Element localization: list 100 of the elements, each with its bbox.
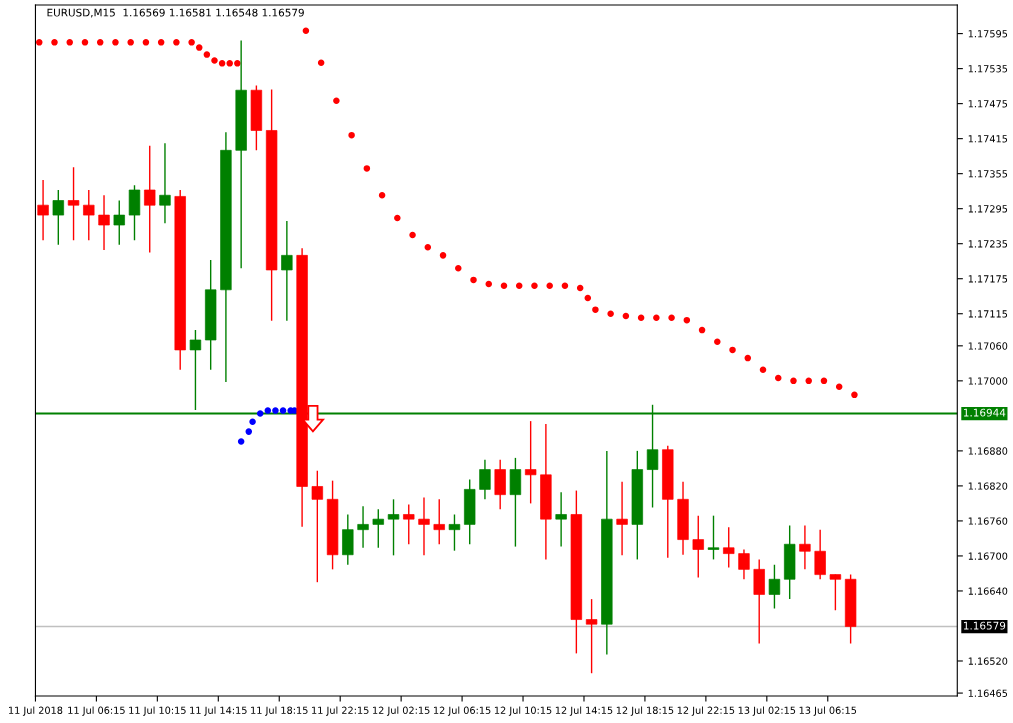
x-tick-label: 13 Jul 02:15 — [738, 706, 796, 716]
candlestick — [616, 481, 628, 557]
y-tick-label: 1.17175 — [968, 275, 1008, 283]
ref-line-label: 1.16579 — [963, 621, 1006, 630]
point — [96, 39, 104, 46]
y-tick-label: 1.17115 — [968, 310, 1008, 318]
point — [774, 374, 782, 382]
candlestick — [52, 189, 64, 246]
point — [805, 377, 812, 385]
point — [683, 316, 691, 324]
candlestick — [738, 548, 750, 580]
y-tick-label: 1.16465 — [968, 689, 1008, 697]
candlestick — [707, 514, 720, 561]
x-tick-label: 12 Jul 10:15 — [494, 706, 552, 716]
point — [409, 231, 416, 239]
point — [561, 282, 569, 289]
point — [515, 282, 523, 289]
point — [218, 60, 226, 67]
point — [302, 27, 310, 34]
candlestick — [555, 491, 567, 548]
candlestick — [98, 194, 110, 251]
x-tick-label: 11 Jul 2018 — [9, 706, 63, 716]
candlestick — [159, 142, 171, 224]
point — [546, 282, 553, 289]
candlestick — [281, 220, 293, 322]
y-tick-label: 1.16760 — [968, 517, 1008, 525]
point — [249, 418, 256, 425]
candlestick — [433, 498, 445, 545]
candlestick — [524, 420, 537, 505]
point — [485, 280, 493, 288]
candlestick — [189, 329, 202, 411]
point — [195, 44, 203, 51]
point — [470, 276, 477, 284]
candlestick — [418, 496, 430, 557]
point — [363, 165, 371, 172]
point — [653, 314, 660, 322]
point — [237, 438, 245, 445]
y-tick-label: 1.17295 — [968, 205, 1008, 213]
point — [234, 60, 241, 67]
point — [333, 97, 340, 104]
point — [531, 282, 538, 289]
point — [729, 346, 736, 354]
point — [744, 354, 752, 362]
point — [112, 39, 119, 46]
chart-title: EURUSD,M15 1.16569 1.16581 1.16548 1.16579 — [47, 8, 304, 18]
y-tick-label: 1.17235 — [968, 240, 1008, 248]
x-tick-label: 12 Jul 18:15 — [616, 706, 674, 716]
x-tick-label: 13 Jul 06:15 — [799, 706, 857, 716]
point — [211, 57, 218, 64]
point — [607, 310, 614, 317]
y-tick-label: 1.17355 — [968, 170, 1008, 178]
candlestick — [311, 470, 324, 583]
candlestick — [67, 166, 80, 241]
y-tick-label: 1.16520 — [968, 657, 1008, 665]
point — [759, 366, 767, 374]
x-tick-label: 11 Jul 06:15 — [68, 706, 125, 716]
candlestick — [448, 513, 461, 552]
candlestick — [692, 514, 704, 579]
candlestick — [829, 573, 842, 611]
candlestick — [372, 508, 384, 549]
ref-line-label: 1.16944 — [963, 408, 1006, 417]
candlestick — [768, 563, 781, 610]
point — [668, 314, 675, 322]
point — [264, 407, 272, 414]
y-tick-label: 1.17475 — [968, 100, 1008, 108]
point — [203, 51, 211, 58]
x-tick-label: 12 Jul 02:15 — [373, 706, 430, 716]
point — [592, 306, 599, 313]
y-tick-label: 1.16820 — [968, 482, 1008, 490]
x-tick-label: 11 Jul 14:15 — [190, 706, 247, 716]
point — [81, 39, 89, 46]
point — [455, 264, 462, 272]
point — [394, 214, 401, 222]
point — [584, 294, 592, 302]
point — [348, 131, 355, 139]
x-tick-label: 11 Jul 22:15 — [312, 706, 369, 716]
y-tick-label: 1.17415 — [968, 135, 1008, 143]
y-tick-label: 1.17595 — [968, 30, 1008, 38]
candlestick — [403, 503, 415, 545]
x-tick-label: 11 Jul 10:15 — [129, 706, 186, 716]
y-tick-label: 1.16880 — [968, 447, 1008, 455]
candlestick — [37, 179, 49, 241]
point — [500, 282, 508, 289]
point — [245, 428, 253, 435]
point — [637, 314, 645, 322]
point — [127, 39, 134, 46]
x-tick-label: 12 Jul 22:15 — [677, 706, 735, 716]
point — [272, 407, 279, 414]
point — [790, 377, 797, 385]
point — [142, 39, 150, 46]
candlestick — [144, 144, 156, 254]
point — [576, 284, 584, 292]
point — [698, 326, 706, 334]
candlestick — [723, 526, 735, 569]
x-tick-label: 11 Jul 18:15 — [251, 706, 308, 716]
point — [820, 377, 828, 385]
point — [378, 192, 386, 199]
point — [157, 39, 165, 46]
candlestick — [83, 189, 95, 241]
point — [36, 39, 43, 46]
